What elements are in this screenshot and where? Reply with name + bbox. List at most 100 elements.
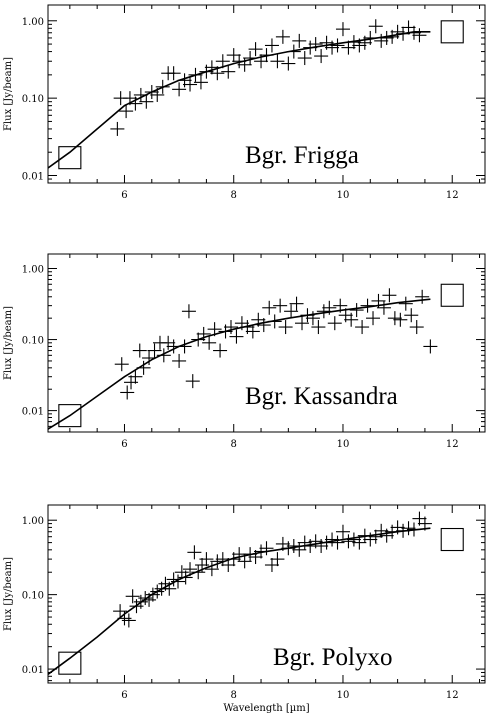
data-point (387, 311, 402, 326)
data-point (292, 542, 307, 557)
data-point (346, 532, 361, 547)
y-tick-label: 0.01 (22, 407, 44, 418)
x-axis-label: Wavelength [µm] (223, 703, 309, 714)
data-point (183, 77, 198, 92)
data-point (330, 38, 345, 53)
data-point (210, 554, 225, 569)
data-point (393, 312, 408, 327)
y-tick-label: 0.01 (22, 665, 44, 676)
data-point (316, 304, 331, 319)
data-point (132, 343, 147, 358)
data-point (398, 296, 413, 311)
data-point (229, 329, 244, 344)
y-axis-label: Flux [Jy/beam] (3, 557, 14, 631)
panel-1: 6 8 10 12 0.01 0.10 1.00 Flux [Jy/beam] Bgr. Fri… (3, 4, 486, 201)
data-point (341, 534, 356, 549)
data-point (139, 94, 154, 109)
data-point (120, 385, 135, 400)
data-point (379, 528, 394, 543)
data-point (314, 49, 329, 64)
data-point (237, 57, 252, 72)
data-point (278, 320, 293, 335)
data-point (325, 532, 340, 547)
panel-2: 6 8 10 12 0.01 0.10 1.00 Flux [Jy/beam] Bgr. Kas… (3, 253, 486, 450)
data-point (284, 304, 299, 319)
data-point (172, 82, 187, 97)
data-point (376, 300, 391, 315)
data-point (213, 343, 228, 358)
data-point (297, 535, 312, 550)
x-tick-label: 8 (231, 690, 237, 701)
data-point (335, 22, 350, 37)
data-point (289, 296, 304, 311)
plot-frame (47, 4, 486, 184)
data-point (245, 324, 260, 339)
x-tick-label: 10 (337, 190, 350, 201)
fit-line (48, 527, 431, 675)
data-point (382, 288, 397, 303)
photometry-square (58, 651, 82, 675)
data-point (273, 298, 288, 313)
x-tick-label: 6 (121, 690, 127, 701)
data-point (248, 550, 263, 565)
data-point (404, 308, 419, 323)
data-point (161, 335, 176, 350)
data-point (125, 589, 140, 604)
x-tick-label: 12 (446, 439, 459, 450)
data-point (335, 524, 350, 539)
data-point (355, 320, 370, 335)
data-point (226, 48, 241, 63)
data-point (185, 374, 200, 389)
data-point (138, 591, 153, 606)
x-tick-label: 8 (231, 190, 237, 201)
data-point (368, 529, 383, 544)
data-point (308, 37, 323, 52)
y-tick-label: 1.00 (22, 17, 44, 28)
plot-frame (47, 504, 486, 684)
data-point (191, 565, 206, 580)
y-tick-label: 1.00 (22, 265, 44, 276)
data-point (223, 320, 238, 335)
data-layer (48, 19, 464, 170)
y-tick-label: 0.01 (22, 172, 44, 183)
panel-title: Bgr. Kassandra (245, 383, 398, 410)
data-point (237, 554, 252, 569)
data-point (314, 539, 329, 554)
data-point (295, 316, 310, 331)
data-point (171, 574, 186, 589)
data-point (349, 303, 364, 318)
data-point (390, 24, 405, 39)
data-point (166, 66, 181, 81)
data-point (181, 304, 196, 319)
data-point (256, 318, 271, 333)
data-point (401, 521, 416, 536)
photometry-square (58, 404, 82, 428)
y-axis-label: Flux [Jy/beam] (3, 306, 14, 380)
panel-title: Bgr. Frigga (245, 142, 359, 169)
data-layer (48, 283, 464, 430)
fit-line (48, 298, 431, 430)
data-point (341, 40, 356, 55)
x-tick-label: 6 (121, 439, 127, 450)
y-axis-label: Flux [Jy/beam] (3, 57, 14, 131)
data-point (415, 289, 430, 304)
photometry-square (440, 527, 464, 552)
data-point (204, 562, 219, 577)
data-point (292, 33, 307, 48)
panel-title: Bgr. Polyxo (273, 644, 392, 671)
data-point (119, 104, 134, 119)
data-point (215, 54, 230, 69)
data-point (374, 33, 389, 48)
data-layer (48, 511, 464, 675)
data-point (121, 613, 136, 628)
data-point (128, 96, 143, 111)
y-tick-label: 0.10 (22, 94, 44, 105)
x-tick-label: 12 (446, 190, 459, 201)
data-point (270, 54, 285, 69)
data-point (262, 300, 277, 315)
data-point (297, 51, 312, 66)
data-point (270, 552, 285, 567)
data-point (281, 56, 296, 71)
panel-3: 6 8 10 12 0.01 0.10 1.00 Flux [Jy/beam] Waveleng… (3, 504, 486, 714)
